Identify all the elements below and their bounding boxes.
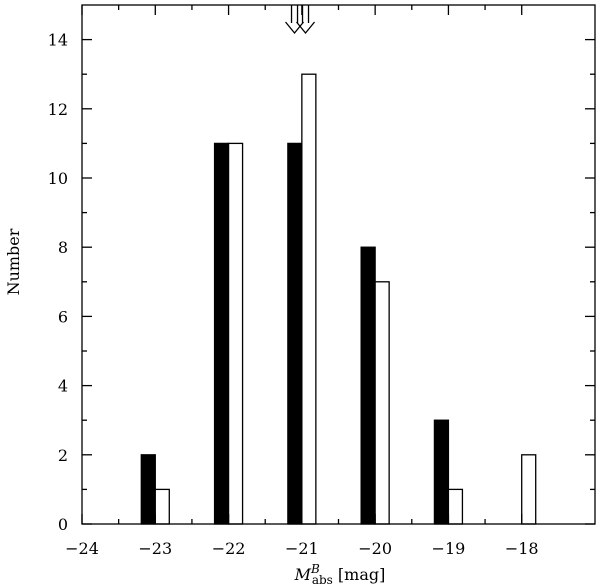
x-axis-label-unit: [mag] bbox=[333, 565, 386, 584]
y-tick-label: 0 bbox=[58, 515, 68, 534]
x-tick-label: −18 bbox=[505, 539, 539, 558]
bar-open-3 bbox=[374, 281, 390, 525]
x-tick-label: −21 bbox=[285, 539, 319, 558]
bar-open-0 bbox=[154, 488, 170, 525]
bar-filled-2 bbox=[287, 142, 303, 525]
y-tick-label: 8 bbox=[58, 238, 68, 257]
mean-arrow-0 bbox=[285, 21, 305, 35]
y-tick-label: 4 bbox=[58, 377, 68, 396]
bar-open-5 bbox=[521, 454, 537, 525]
x-tick-label: −22 bbox=[212, 539, 246, 558]
x-tick-label: −20 bbox=[358, 539, 392, 558]
x-axis-label-main: M bbox=[294, 565, 312, 584]
y-tick-label: 2 bbox=[58, 446, 68, 465]
bar-open-1 bbox=[227, 142, 244, 525]
y-tick-label: 10 bbox=[48, 169, 68, 188]
bar-filled-3 bbox=[360, 246, 376, 525]
bar-filled-4 bbox=[433, 419, 450, 525]
mean-arrow-1 bbox=[296, 21, 316, 35]
y-tick-label: 14 bbox=[48, 31, 68, 50]
y-axis-label: Number bbox=[4, 228, 23, 295]
x-tick-label: −19 bbox=[432, 539, 466, 558]
bar-open-4 bbox=[447, 488, 464, 525]
x-axis-label-sup: B bbox=[310, 562, 320, 576]
bar-filled-1 bbox=[213, 142, 230, 525]
plot-frame bbox=[81, 4, 596, 525]
x-axis-label: MB abs [mag] bbox=[294, 562, 386, 585]
x-axis-label-sub: abs bbox=[312, 573, 333, 585]
bar-filled-0 bbox=[140, 454, 156, 525]
bar-open-2 bbox=[301, 73, 317, 525]
y-tick-label: 6 bbox=[58, 307, 68, 326]
y-tick-label: 12 bbox=[48, 100, 68, 119]
x-tick-label: −24 bbox=[65, 539, 99, 558]
x-tick-label: −23 bbox=[138, 539, 172, 558]
